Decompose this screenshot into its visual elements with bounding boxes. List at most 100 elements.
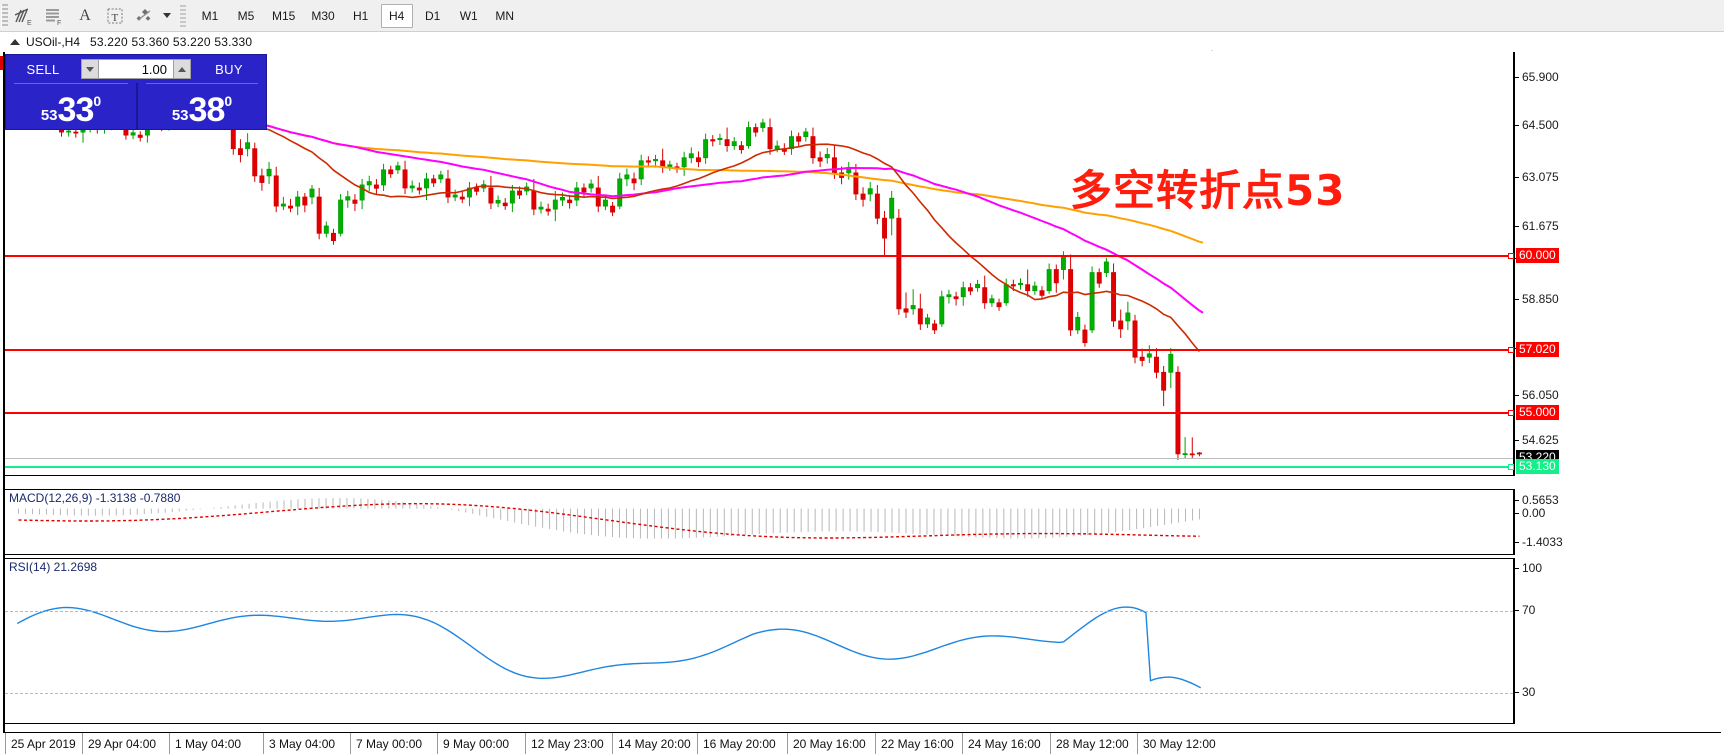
price-axis-tick: [1515, 226, 1519, 227]
timeframe-button-d1[interactable]: D1: [425, 8, 441, 23]
sell-price-display[interactable]: 53 33 0: [6, 83, 136, 129]
trade-panel-header: SELL 1.00 BUY: [6, 55, 266, 83]
buy-button[interactable]: BUY: [215, 61, 243, 77]
timeframe-button-m1[interactable]: M1: [201, 8, 219, 23]
chart-annotation-text[interactable]: 多空转折点53: [1070, 166, 1346, 215]
timeframe-button-h1[interactable]: H1: [353, 8, 369, 23]
macd-axis: 0.5653 0.00 -1.4033: [1514, 489, 1723, 555]
time-axis-tick: [82, 733, 83, 754]
price-level-tag-60-000[interactable]: 60.000: [1516, 248, 1559, 263]
sell-button[interactable]: SELL: [26, 61, 60, 77]
time-axis-label: 12 May 23:00: [531, 737, 604, 751]
text-label-icon[interactable]: A: [70, 2, 100, 30]
price-axis-label: 65.900: [1522, 70, 1559, 84]
time-axis-label: 20 May 16:00: [793, 737, 866, 751]
time-axis-tick: [787, 733, 788, 754]
timeframe-button-w1[interactable]: W1: [459, 8, 478, 23]
buy-price-major: 53: [171, 107, 189, 124]
timeframe-button-m5[interactable]: M5: [237, 8, 255, 23]
objects-icon[interactable]: [130, 2, 160, 30]
time-axis-label: 9 May 00:00: [443, 737, 510, 751]
time-axis-label: 14 May 20:00: [618, 737, 691, 751]
volume-increase-caret-up-icon[interactable]: [173, 59, 191, 79]
timeframe-button-m15[interactable]: M15: [272, 8, 296, 23]
text-box-icon[interactable]: T: [100, 2, 130, 30]
price-axis-label: 58.850: [1522, 292, 1559, 306]
macd-axis-label: -1.4033: [1522, 535, 1563, 549]
text-label-glyph: A: [79, 6, 91, 24]
time-axis[interactable]: 25 Apr 2019 29 Apr 04:00 1 May 04:00 3 May …: [3, 732, 1721, 754]
time-axis-tick: [697, 733, 698, 754]
bid-price-line[interactable]: [5, 464, 1514, 470]
level-handle[interactable]: [1508, 464, 1514, 470]
price-axis[interactable]: 65.90064.50063.07561.67560.27558.85057.4…: [1514, 52, 1723, 476]
price-axis-tick: [1515, 440, 1519, 441]
chart-symbol-label: USOil-,H4: [26, 34, 81, 49]
time-axis-tick: [962, 733, 963, 754]
indicators-icon[interactable]: E: [10, 2, 40, 30]
price-axis-tick: [1515, 177, 1519, 178]
time-axis-tick: [1137, 733, 1138, 754]
rsi-panel[interactable]: RSI(14) 21.2698: [5, 558, 1514, 724]
level-handle[interactable]: [1508, 410, 1514, 416]
toolbar-grip[interactable]: [1, 3, 8, 28]
price-axis-tick: [1515, 395, 1519, 396]
svg-text:E: E: [27, 20, 32, 26]
time-axis-tick: [437, 733, 438, 754]
level-handle[interactable]: [1508, 253, 1514, 259]
quote-bar: USOil-,H4 53.220 53.360 53.220 53.330: [0, 33, 1724, 50]
time-axis-tick: [1050, 733, 1051, 754]
rsi-level-30-line: [5, 693, 1513, 694]
sell-price-major: 53: [40, 107, 58, 124]
timeframe-button-mn[interactable]: MN: [495, 8, 515, 23]
rsi-chart-canvas[interactable]: [5, 559, 1513, 723]
support-line-55[interactable]: [5, 410, 1514, 416]
macd-axis-label: 0.5653: [1522, 493, 1559, 507]
buy-price-big: 38: [188, 91, 226, 129]
chart-ohlc-values: 53.220 53.360 53.220 53.330: [90, 34, 253, 49]
volume-stepper[interactable]: 1.00: [81, 58, 191, 80]
price-chart-canvas[interactable]: [5, 52, 1513, 475]
price-level-tag-57-020[interactable]: 57.020: [1516, 342, 1559, 357]
rsi-axis-label: 30: [1522, 685, 1536, 699]
time-axis-tick: [5, 733, 6, 754]
time-axis-label: 24 May 16:00: [968, 737, 1041, 751]
time-axis-tick: [350, 733, 351, 754]
macd-axis-label: 0.00: [1522, 506, 1546, 520]
level-handle[interactable]: [1508, 347, 1514, 353]
price-level-tag-55-000[interactable]: 55.000: [1516, 405, 1559, 420]
buy-divider: [146, 83, 258, 84]
volume-input[interactable]: 1.00: [99, 59, 173, 79]
macd-chart-canvas[interactable]: [5, 490, 1513, 555]
rsi-axis-label: 100: [1522, 561, 1543, 575]
rsi-axis-tick: [1515, 610, 1519, 611]
buy-price-display[interactable]: 53 38 0: [136, 83, 266, 129]
price-axis-tick: [1515, 125, 1519, 126]
price-axis-tick: [1515, 77, 1519, 78]
support-line-57020[interactable]: [5, 347, 1514, 353]
toolbar-separator: [180, 4, 186, 27]
volume-decrease-caret-down-icon[interactable]: [81, 59, 99, 79]
resistance-line-60[interactable]: [5, 253, 1514, 259]
main-toolbar: E F A T: [0, 0, 1724, 32]
time-axis-tick: [612, 733, 613, 754]
templates-icon[interactable]: F: [40, 2, 70, 30]
time-axis-label: 16 May 20:00: [703, 737, 776, 751]
collapse-triangle-icon[interactable]: [10, 38, 20, 45]
left-edge-marker: [0, 56, 3, 70]
buy-price-fraction: 0: [224, 93, 233, 109]
price-level-tag-53-130[interactable]: 53.130: [1516, 459, 1559, 474]
macd-panel[interactable]: MACD(12,26,9) -1.3138 -0.7880: [5, 489, 1514, 555]
time-axis-label: 28 May 12:00: [1056, 737, 1129, 751]
macd-axis-tick: [1515, 542, 1519, 543]
sell-price-big: 33: [57, 91, 95, 129]
time-axis-label: 22 May 16:00: [881, 737, 954, 751]
price-axis-label: 61.675: [1522, 219, 1559, 233]
timeframe-button-m30[interactable]: M30: [311, 8, 335, 23]
objects-dropdown-caret-down-icon[interactable]: [160, 2, 174, 30]
one-click-trading-panel[interactable]: SELL 1.00 BUY 53 33 0 53 38 0: [5, 54, 267, 130]
macd-axis-tick: [1515, 500, 1519, 501]
timeframe-button-h4[interactable]: H4: [380, 3, 413, 28]
time-axis-label: 7 May 00:00: [356, 737, 423, 751]
